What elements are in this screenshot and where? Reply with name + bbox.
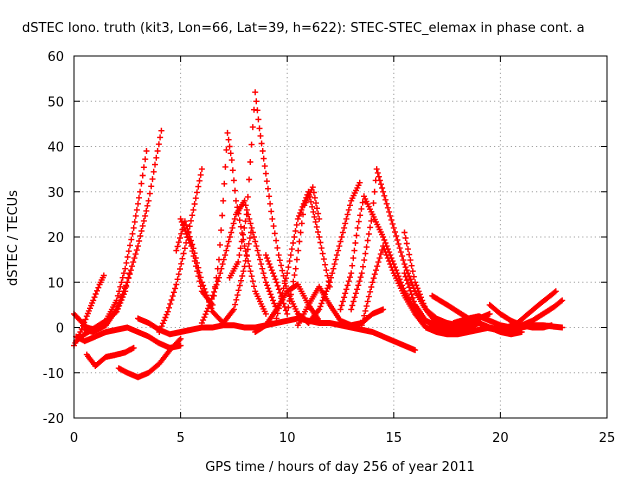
data-series-14 [252, 281, 323, 335]
x-axis-label: GPS time / hours of day 256 of year 2011 [205, 460, 475, 475]
y-tick-label: -10 [43, 367, 64, 382]
series-markers [83, 344, 137, 369]
data-series-12 [198, 197, 280, 326]
data-series-4 [73, 270, 133, 345]
y-tick-label: 60 [47, 50, 64, 65]
data-series-11 [177, 129, 269, 317]
series-markers [177, 129, 269, 317]
series-markers [115, 335, 184, 381]
series-markers [305, 179, 363, 326]
series-markers [73, 270, 133, 345]
x-tick-label: 25 [599, 431, 616, 446]
y-tick-label: 50 [47, 95, 64, 110]
data-points [71, 89, 566, 381]
series-markers [273, 188, 333, 322]
axis-ticks: 0 5 10 15 20 25 -20 -10 0 10 20 30 40 50 60 [43, 50, 616, 446]
series-markers [252, 281, 323, 335]
x-tick-label: 15 [386, 431, 403, 446]
x-tick-label: 5 [176, 431, 184, 446]
y-tick-label: -20 [43, 412, 64, 427]
data-series-16 [273, 188, 333, 322]
data-series-7 [115, 335, 184, 381]
data-series-3 [81, 127, 165, 335]
y-tick-label: 40 [47, 141, 64, 156]
series-markers [198, 197, 280, 326]
data-series-28 [497, 322, 566, 333]
y-tick-label: 30 [47, 186, 64, 201]
y-tick-label: 0 [56, 322, 64, 337]
x-tick-label: 20 [492, 431, 509, 446]
x-tick-label: 0 [70, 431, 78, 446]
series-markers [497, 322, 566, 333]
x-tick-label: 10 [279, 431, 296, 446]
data-series-18 [305, 179, 363, 326]
series-markers [81, 127, 165, 335]
y-tick-label: 20 [47, 231, 64, 246]
y-tick-label: 10 [47, 276, 64, 291]
y-axis-label: dSTEC / TECUs [6, 190, 21, 286]
chart-title: dSTEC Iono. truth (kit3, Lon=66, Lat=39,… [22, 21, 585, 36]
data-series-5 [83, 344, 137, 369]
